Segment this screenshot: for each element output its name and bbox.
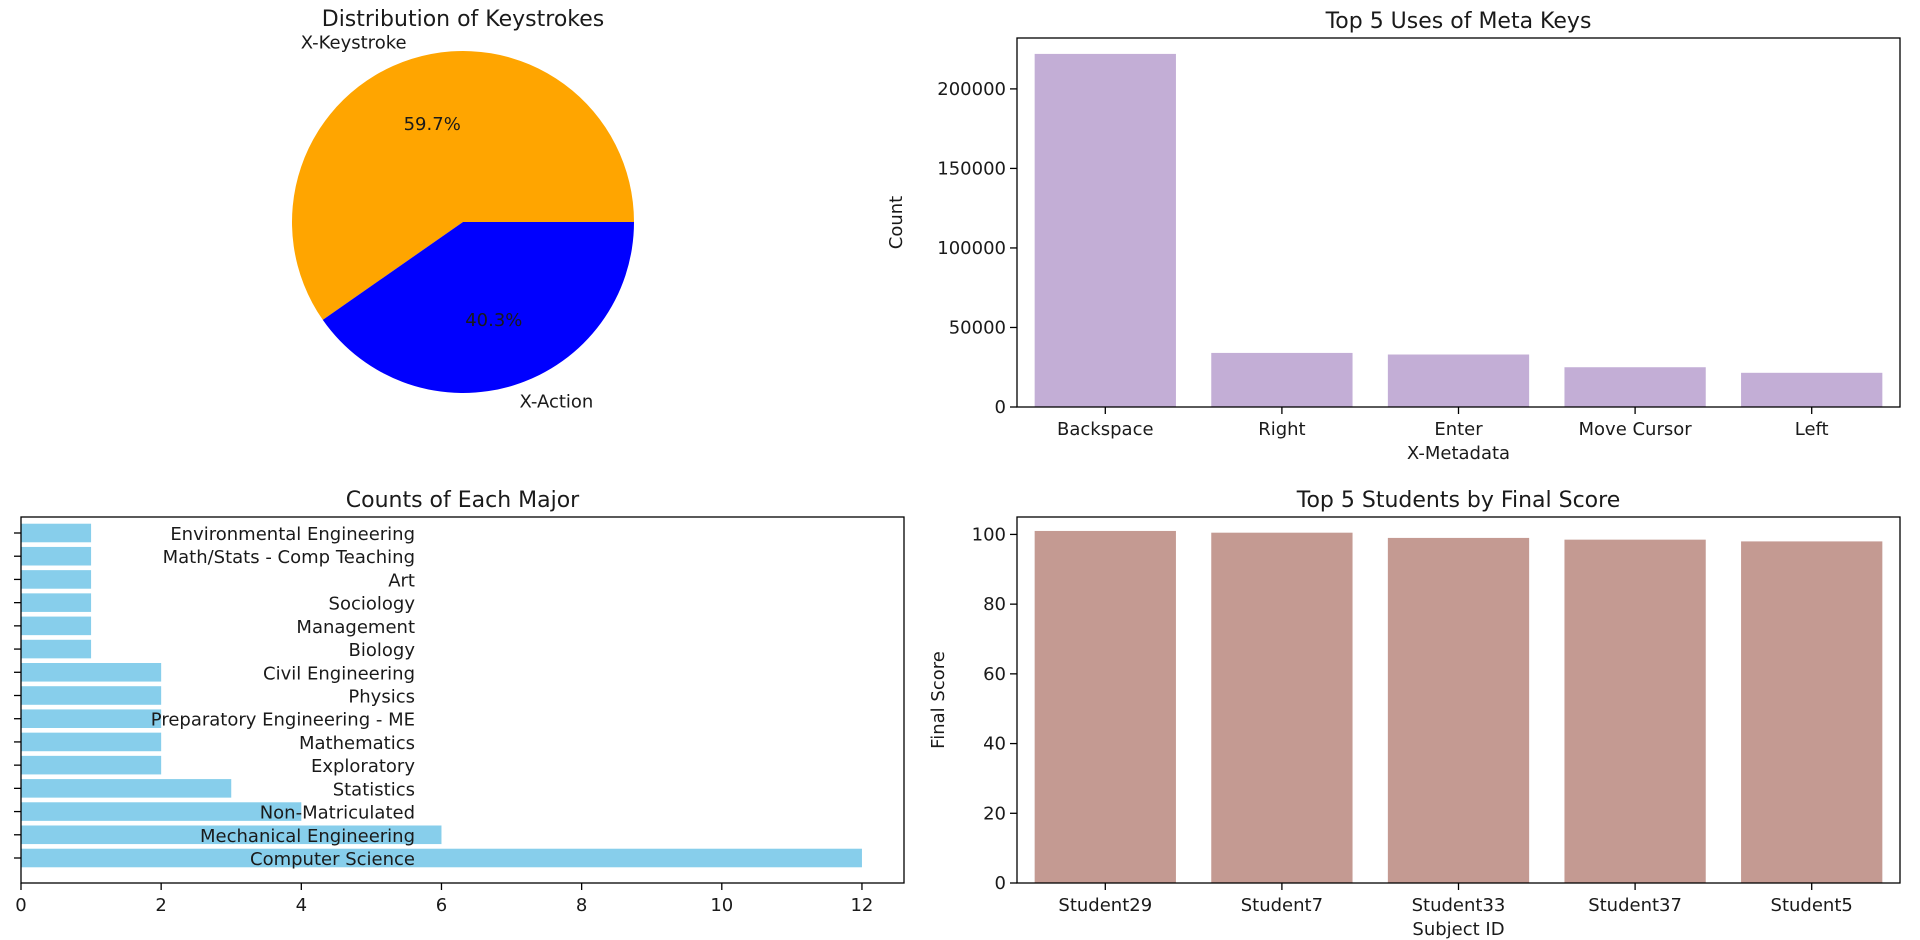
- chart2-ytick-label: Statistics: [333, 779, 415, 800]
- chart3-ytick-label: 60: [983, 664, 1006, 685]
- pie-slice-x-action: [322, 222, 634, 394]
- chart2-bar: [21, 732, 162, 752]
- chart2-bar: [21, 663, 162, 682]
- chart2-title: Counts of Each Major: [346, 488, 580, 513]
- chart3-bar: [1741, 541, 1883, 883]
- chart2-ytick-label: Mechanical Engineering: [200, 826, 415, 847]
- pie-title: Distribution of Keystrokes: [322, 7, 605, 32]
- chart2-ytick-label: Preparatory Engineering - ME: [151, 710, 415, 731]
- chart1-ylabel: Count: [886, 196, 907, 249]
- chart3-xtick-label: Student7: [1241, 895, 1323, 916]
- chart1-xtick-label: Move Cursor: [1579, 419, 1693, 440]
- chart1-xtick-label: Right: [1258, 419, 1305, 440]
- chart2-ytick-label: Mathematics: [299, 733, 415, 754]
- chart2-bar: [21, 802, 302, 821]
- chart2-ytick-label: Environmental Engineering: [170, 524, 415, 545]
- chart3-bar: [1564, 539, 1706, 883]
- pie-label: X-Action: [519, 391, 593, 412]
- chart3-xtick-label: Student5: [1771, 895, 1853, 916]
- chart3-xtick-label: Student37: [1588, 895, 1682, 916]
- chart2-bar: [21, 570, 92, 589]
- chart1-ytick-label: 0: [995, 397, 1006, 418]
- chart3-ytick-label: 100: [972, 524, 1006, 545]
- chart1-xtick-label: Backspace: [1057, 419, 1154, 440]
- chart2-ytick-label: Non-Matriculated: [260, 803, 415, 824]
- chart1-bar: [1387, 354, 1530, 407]
- chart2-xtick-label: 10: [710, 895, 733, 916]
- chart3-xtick-label: Student33: [1412, 895, 1506, 916]
- chart1-title: Top 5 Uses of Meta Keys: [1325, 9, 1592, 34]
- chart1-xtick-label: Enter: [1434, 419, 1483, 440]
- chart2-ytick-label: Civil Engineering: [263, 663, 415, 684]
- chart2-bar: [21, 616, 92, 636]
- chart2-xtick-label: 8: [576, 895, 587, 916]
- chart3-xtick-label: Student29: [1058, 895, 1152, 916]
- chart2-bar: [21, 779, 232, 798]
- chart1-xlabel: X-Metadata: [1407, 443, 1510, 464]
- chart2-ytick-label: Math/Stats - Comp Teaching: [163, 547, 415, 568]
- chart2-ytick-label: Art: [388, 570, 415, 591]
- chart3-bar: [1034, 530, 1176, 883]
- pie-slice-x-keystroke: [292, 50, 634, 320]
- pie-label: X-Keystroke: [301, 33, 407, 54]
- chart2-bar: [21, 686, 162, 705]
- chart3-ytick-label: 40: [983, 734, 1006, 755]
- chart3-ytick-label: 0: [995, 873, 1006, 894]
- chart1-ytick-label: 200000: [937, 79, 1006, 100]
- chart2-ytick-label: Physics: [348, 687, 415, 708]
- chart2-xtick-label: 0: [15, 895, 26, 916]
- chart3-ylabel: Final Score: [928, 651, 949, 749]
- chart1-bar: [1741, 372, 1883, 407]
- chart2-bar: [21, 546, 92, 566]
- chart2-bar: [21, 639, 92, 659]
- chart3-ytick-label: 20: [983, 803, 1006, 824]
- chart1-bar: [1564, 367, 1706, 407]
- chart2-bar: [21, 523, 92, 543]
- chart2-xtick-label: 12: [850, 895, 873, 916]
- chart3-ytick-label: 80: [983, 594, 1006, 615]
- chart1-ytick-label: 100000: [937, 238, 1006, 259]
- pie-percent-label: 40.3%: [465, 310, 522, 331]
- chart3-xlabel: Subject ID: [1412, 919, 1504, 940]
- chart2-ytick-label: Computer Science: [250, 849, 415, 870]
- chart3-title: Top 5 Students by Final Score: [1296, 488, 1620, 513]
- chart3-bar: [1387, 537, 1530, 883]
- chart2-bar: [21, 848, 862, 868]
- chart2-xtick-label: 2: [155, 895, 166, 916]
- chart2-ytick-label: Exploratory: [311, 756, 415, 777]
- pie-percent-label: 59.7%: [404, 114, 461, 135]
- chart1-ytick-label: 50000: [949, 317, 1006, 338]
- chart2-bar: [21, 825, 442, 845]
- chart2-xtick-label: 4: [296, 895, 307, 916]
- chart2-axes-frame: [20, 516, 905, 884]
- chart1-bar: [1211, 352, 1353, 407]
- chart2-ytick-label: Management: [296, 617, 415, 638]
- chart2-ytick-label: Biology: [349, 640, 416, 661]
- chart3-bar: [1211, 532, 1353, 883]
- chart2-bar: [21, 709, 162, 728]
- chart2-bar: [21, 593, 92, 612]
- chart1-xtick-label: Left: [1795, 419, 1829, 440]
- chart1-bar: [1034, 53, 1176, 407]
- chart1-ytick-label: 150000: [937, 158, 1006, 179]
- chart2-ytick-label: Sociology: [329, 594, 416, 615]
- chart2-bar: [21, 755, 162, 775]
- chart2-xtick-label: 6: [436, 895, 447, 916]
